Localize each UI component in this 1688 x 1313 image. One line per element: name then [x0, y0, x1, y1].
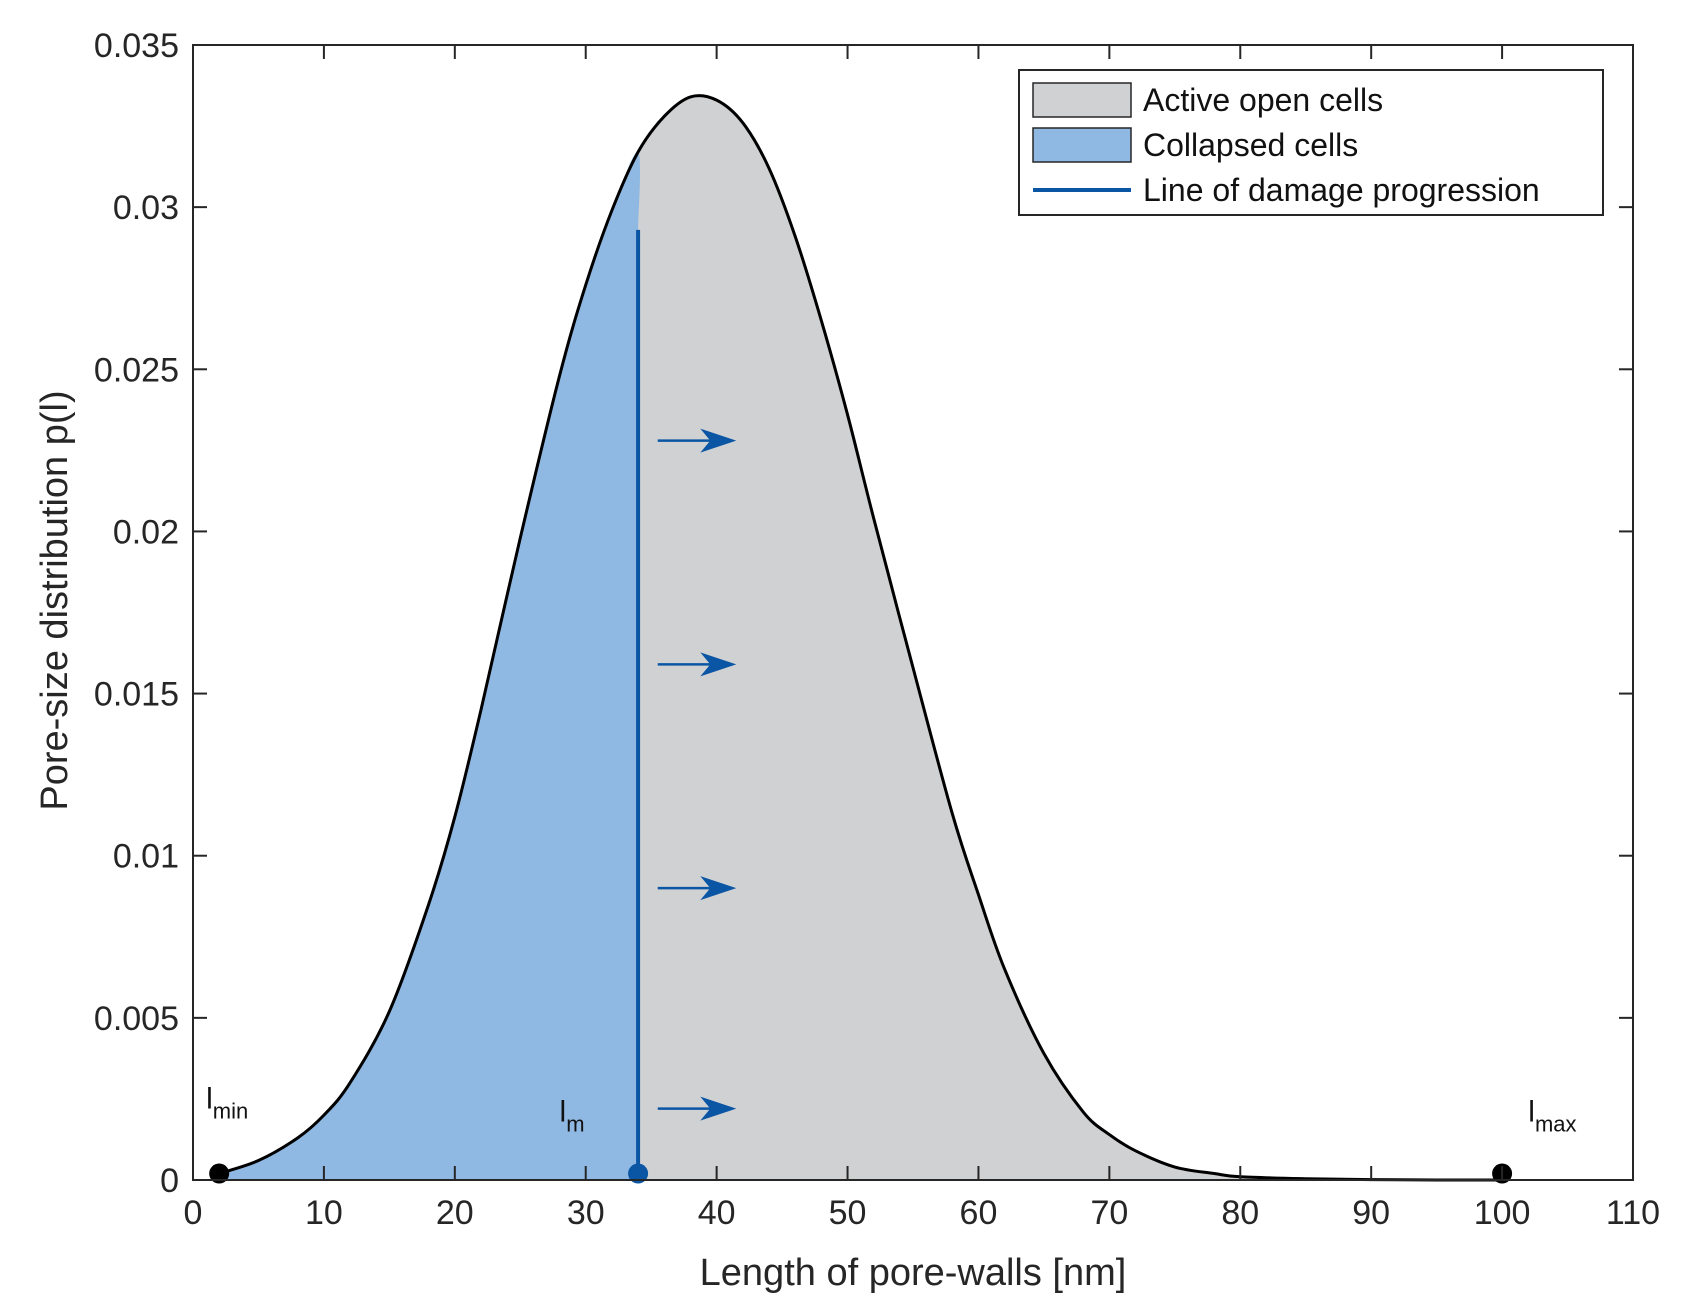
- point-l-min: [209, 1163, 230, 1184]
- x-tick-label-0: 0: [184, 1194, 203, 1232]
- x-tick-label-8: 80: [1221, 1194, 1259, 1232]
- y-tick-label-5: 0.025: [94, 351, 179, 389]
- x-tick-label-1: 10: [305, 1194, 343, 1232]
- y-tick-label-4: 0.02: [113, 513, 179, 551]
- y-tick-label-7: 0.035: [94, 27, 179, 65]
- legend-label-collapsed: Collapsed cells: [1143, 127, 1358, 163]
- damage-arrow-head-2: [700, 876, 737, 901]
- axis-ticks: [192, 44, 1634, 1181]
- collapsed-cells-area: [219, 151, 641, 1180]
- y-axis-label: Pore-size distribution p(l): [34, 390, 76, 810]
- y-tick-label-6: 0.03: [113, 189, 179, 227]
- x-tick-label-9: 90: [1352, 1194, 1390, 1232]
- x-tick-label-10: 100: [1474, 1194, 1531, 1232]
- x-tick-label-3: 30: [567, 1194, 605, 1232]
- annotation-l-m: lm: [560, 1096, 585, 1137]
- legend-swatch-collapsed: [1032, 127, 1132, 163]
- x-tick-label-5: 50: [829, 1194, 867, 1232]
- damage-arrow-head-3: [700, 1096, 737, 1121]
- x-tick-label-6: 60: [960, 1194, 998, 1232]
- point-annotations: lmin lm lmax: [206, 1083, 1576, 1137]
- damage-arrow-head-0: [700, 428, 737, 453]
- damage-progression-arrows: [657, 428, 737, 1121]
- legend-label-active: Active open cells: [1143, 82, 1383, 118]
- x-tick-label-2: 20: [436, 1194, 474, 1232]
- y-tick-label-3: 0.015: [94, 676, 179, 714]
- legend-swatch-active: [1032, 82, 1132, 118]
- axis-tick-labels: 0 10 20 30 40 50 60 70 80 90 100 110 0 0.005 0.01 0.015…: [94, 27, 1660, 1232]
- legend: Active open cells Collapsed cells Line o…: [1018, 69, 1604, 216]
- plot-area: [209, 94, 1513, 1184]
- x-tick-label-11: 110: [1606, 1194, 1660, 1232]
- x-tick-label-7: 70: [1090, 1194, 1128, 1232]
- y-tick-label-2: 0.01: [113, 838, 179, 876]
- x-tick-label-4: 40: [698, 1194, 736, 1232]
- y-tick-label-0: 0: [160, 1162, 179, 1200]
- y-tick-label-1: 0.005: [94, 1000, 179, 1038]
- damage-arrow-head-1: [700, 652, 737, 677]
- legend-label-damage: Line of damage progression: [1143, 172, 1540, 208]
- x-axis-label: Length of pore-walls [nm]: [700, 1252, 1127, 1294]
- axes-box: [192, 44, 1634, 1181]
- point-l-m: [628, 1163, 649, 1184]
- annotation-l-min: lmin: [206, 1083, 248, 1124]
- distribution-curve: [218, 94, 1503, 1182]
- annotation-l-max: lmax: [1528, 1096, 1576, 1137]
